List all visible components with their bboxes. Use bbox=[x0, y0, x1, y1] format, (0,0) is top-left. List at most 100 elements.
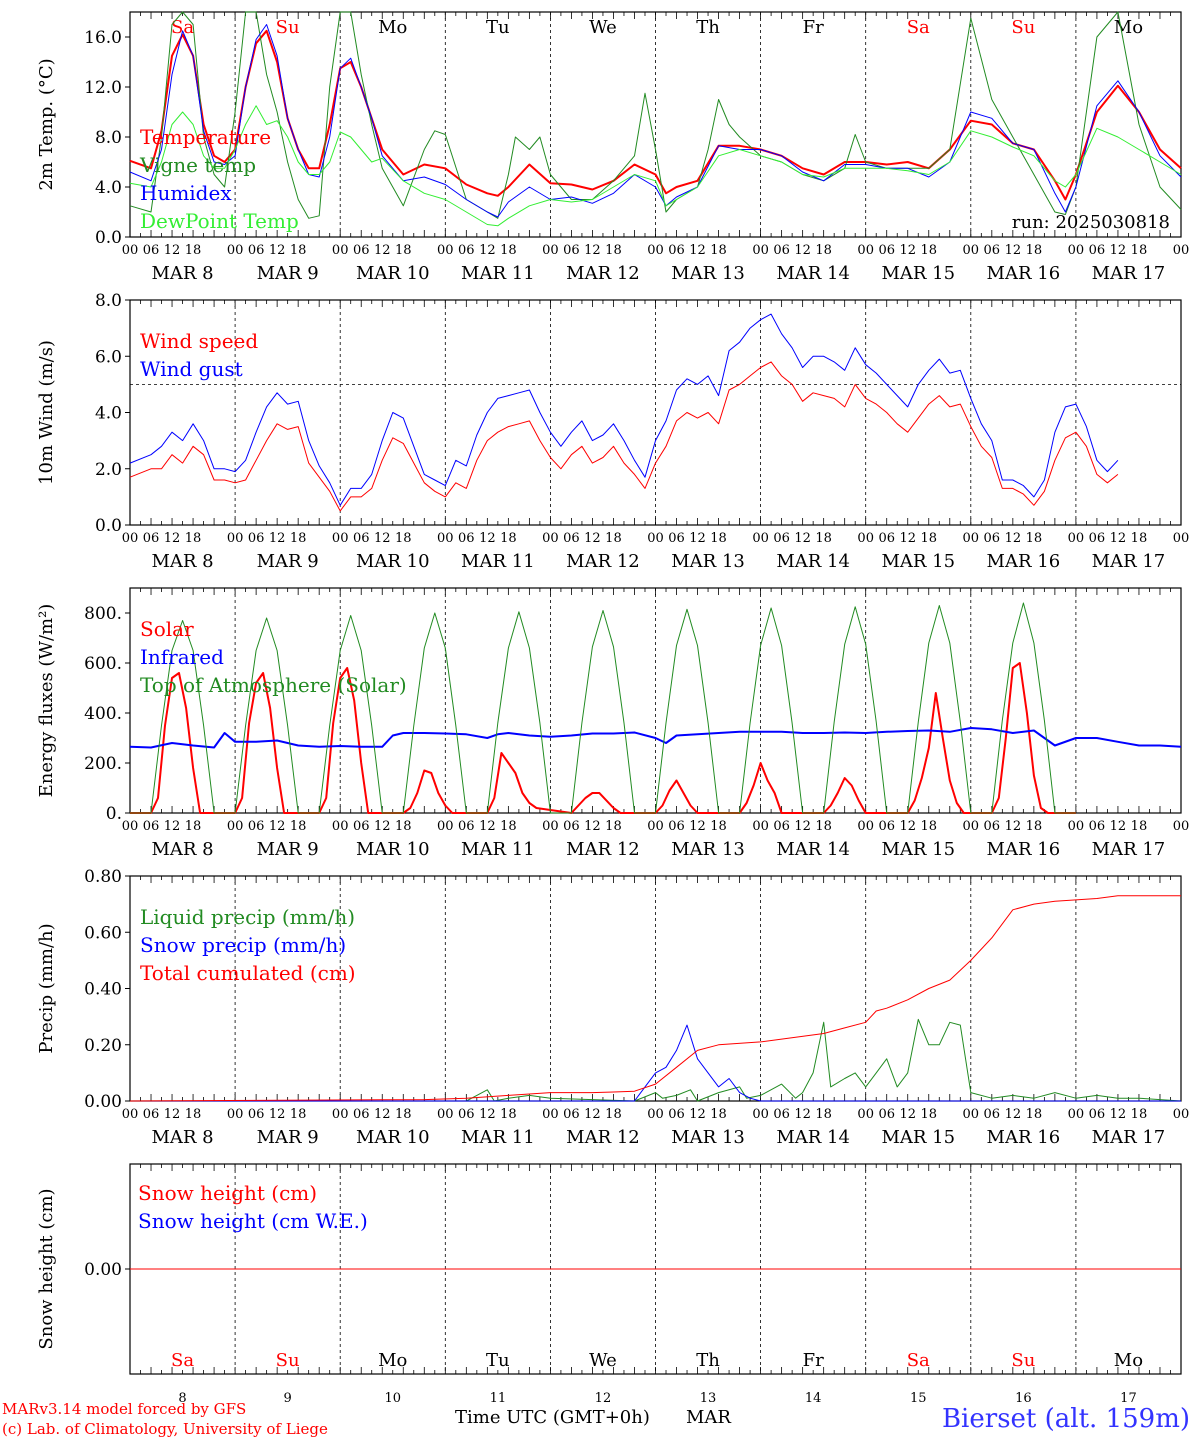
hour-label: 18 bbox=[290, 243, 307, 258]
hour-label: 06 bbox=[143, 819, 160, 834]
date-label: MAR 17 bbox=[1092, 1127, 1166, 1148]
hour-label: 12 bbox=[479, 243, 496, 258]
hour-label: 06 bbox=[248, 1107, 265, 1122]
date-label: MAR 10 bbox=[356, 839, 430, 860]
hour-label: 12 bbox=[584, 531, 601, 546]
date-label: MAR 9 bbox=[257, 839, 319, 860]
hour-label: 06 bbox=[563, 1107, 580, 1122]
day-letter: Mo bbox=[378, 1350, 407, 1371]
hour-label: 12 bbox=[374, 531, 391, 546]
hour-label: 00 bbox=[332, 819, 349, 834]
legend-entry: DewPoint Temp bbox=[140, 209, 299, 233]
hour-label: 18 bbox=[815, 243, 832, 258]
hour-label: 00 bbox=[437, 819, 454, 834]
hour-label: 06 bbox=[458, 819, 475, 834]
day-number: 14 bbox=[805, 1391, 822, 1406]
hour-label: 12 bbox=[164, 531, 181, 546]
hour-label: 06 bbox=[248, 531, 265, 546]
hour-label: 06 bbox=[143, 1107, 160, 1122]
hour-label: 06 bbox=[878, 531, 895, 546]
y-tick-label: 2.0 bbox=[95, 460, 122, 480]
hour-label: 12 bbox=[1005, 531, 1022, 546]
hour-label: 06 bbox=[668, 243, 685, 258]
hour-label: 06 bbox=[353, 243, 370, 258]
hour-label: 18 bbox=[605, 1107, 622, 1122]
date-label: MAR 10 bbox=[356, 551, 430, 572]
model-credit: MARv3.14 model forced by GFS bbox=[2, 1400, 246, 1418]
legend-entry: Solar bbox=[140, 617, 194, 641]
hour-label: 12 bbox=[689, 243, 706, 258]
hour-label: 12 bbox=[584, 1107, 601, 1122]
date-label: MAR 16 bbox=[987, 551, 1061, 572]
day-letter: Su bbox=[276, 1350, 300, 1371]
hour-label: 06 bbox=[1089, 1107, 1106, 1122]
hour-label: 18 bbox=[290, 819, 307, 834]
hour-label: 18 bbox=[185, 819, 202, 834]
y-tick-label: 4.0 bbox=[95, 178, 122, 198]
date-label: MAR 13 bbox=[671, 263, 745, 284]
hour-label: 06 bbox=[984, 531, 1001, 546]
date-label: MAR 9 bbox=[257, 263, 319, 284]
hour-label: 12 bbox=[374, 819, 391, 834]
legend-entry: Vigne temp bbox=[139, 153, 256, 177]
date-label: MAR 11 bbox=[461, 839, 535, 860]
lab-credit: (c) Lab. of Climatology, University of L… bbox=[2, 1420, 328, 1438]
hour-label: 06 bbox=[668, 819, 685, 834]
hour-label: 12 bbox=[479, 1107, 496, 1122]
day-letter: Sa bbox=[171, 1350, 194, 1371]
hour-label: 06 bbox=[458, 1107, 475, 1122]
date-label: MAR 15 bbox=[881, 839, 955, 860]
hour-label: 12 bbox=[584, 243, 601, 258]
hour-label: 00 bbox=[647, 531, 664, 546]
hour-label: 00 bbox=[542, 243, 559, 258]
hour-label: 12 bbox=[794, 531, 811, 546]
date-label: MAR 10 bbox=[356, 1127, 430, 1148]
date-label: MAR 12 bbox=[566, 839, 640, 860]
hour-label: 06 bbox=[773, 531, 790, 546]
date-label: MAR 8 bbox=[151, 1127, 213, 1148]
y-tick-label: 0.00 bbox=[84, 1092, 122, 1112]
day-letter: Sa bbox=[907, 17, 930, 38]
day-letter: Fr bbox=[803, 1350, 824, 1371]
hour-label: 12 bbox=[1110, 531, 1127, 546]
date-label: MAR 14 bbox=[776, 551, 850, 572]
hour-label: 18 bbox=[500, 243, 517, 258]
hour-label: 06 bbox=[878, 819, 895, 834]
y-tick-label: 6.0 bbox=[95, 347, 122, 367]
hour-label: 00 bbox=[542, 531, 559, 546]
hour-label: 06 bbox=[353, 819, 370, 834]
hour-label: 06 bbox=[984, 243, 1001, 258]
hour-label: 00 bbox=[542, 1107, 559, 1122]
series-line bbox=[129, 11, 1182, 219]
day-letter: Sa bbox=[907, 1350, 930, 1371]
hour-label: 06 bbox=[668, 531, 685, 546]
day-letter: Tu bbox=[486, 1350, 510, 1371]
plot-frame bbox=[129, 587, 1182, 814]
hour-label: 12 bbox=[1005, 243, 1022, 258]
y-tick-label: 12.0 bbox=[84, 78, 122, 98]
hour-label: 00 bbox=[227, 1107, 244, 1122]
day-letter: We bbox=[589, 17, 617, 38]
hour-label: 12 bbox=[374, 1107, 391, 1122]
hour-label: 18 bbox=[710, 531, 727, 546]
hour-label: 18 bbox=[815, 1107, 832, 1122]
y-axis-label: Snow height (cm) bbox=[36, 1188, 57, 1349]
hour-label: 06 bbox=[773, 819, 790, 834]
legend-entry: Snow height (cm W.E.) bbox=[138, 1209, 368, 1233]
y-tick-label: 0.40 bbox=[84, 980, 122, 1000]
day-letter: Mo bbox=[1114, 1350, 1143, 1371]
legend-entry: Top of Atmosphere (Solar) bbox=[140, 673, 407, 697]
hour-label: 12 bbox=[689, 531, 706, 546]
hour-label: 18 bbox=[500, 1107, 517, 1122]
date-label: MAR 8 bbox=[151, 263, 213, 284]
date-label: MAR 14 bbox=[776, 1127, 850, 1148]
date-label: MAR 11 bbox=[461, 1127, 535, 1148]
series-line bbox=[130, 1024, 1181, 1102]
hour-label: 18 bbox=[395, 531, 412, 546]
panel-energy: 0. 200. 400. 600. 800. Energy fluxes (W/m²) 00… bbox=[36, 587, 1189, 860]
y-tick-label: 16.0 bbox=[84, 28, 122, 48]
hour-label: 18 bbox=[395, 243, 412, 258]
day-letter: Su bbox=[1011, 1350, 1035, 1371]
date-label: MAR 15 bbox=[881, 1127, 955, 1148]
legend-entry: Infrared bbox=[140, 645, 224, 669]
